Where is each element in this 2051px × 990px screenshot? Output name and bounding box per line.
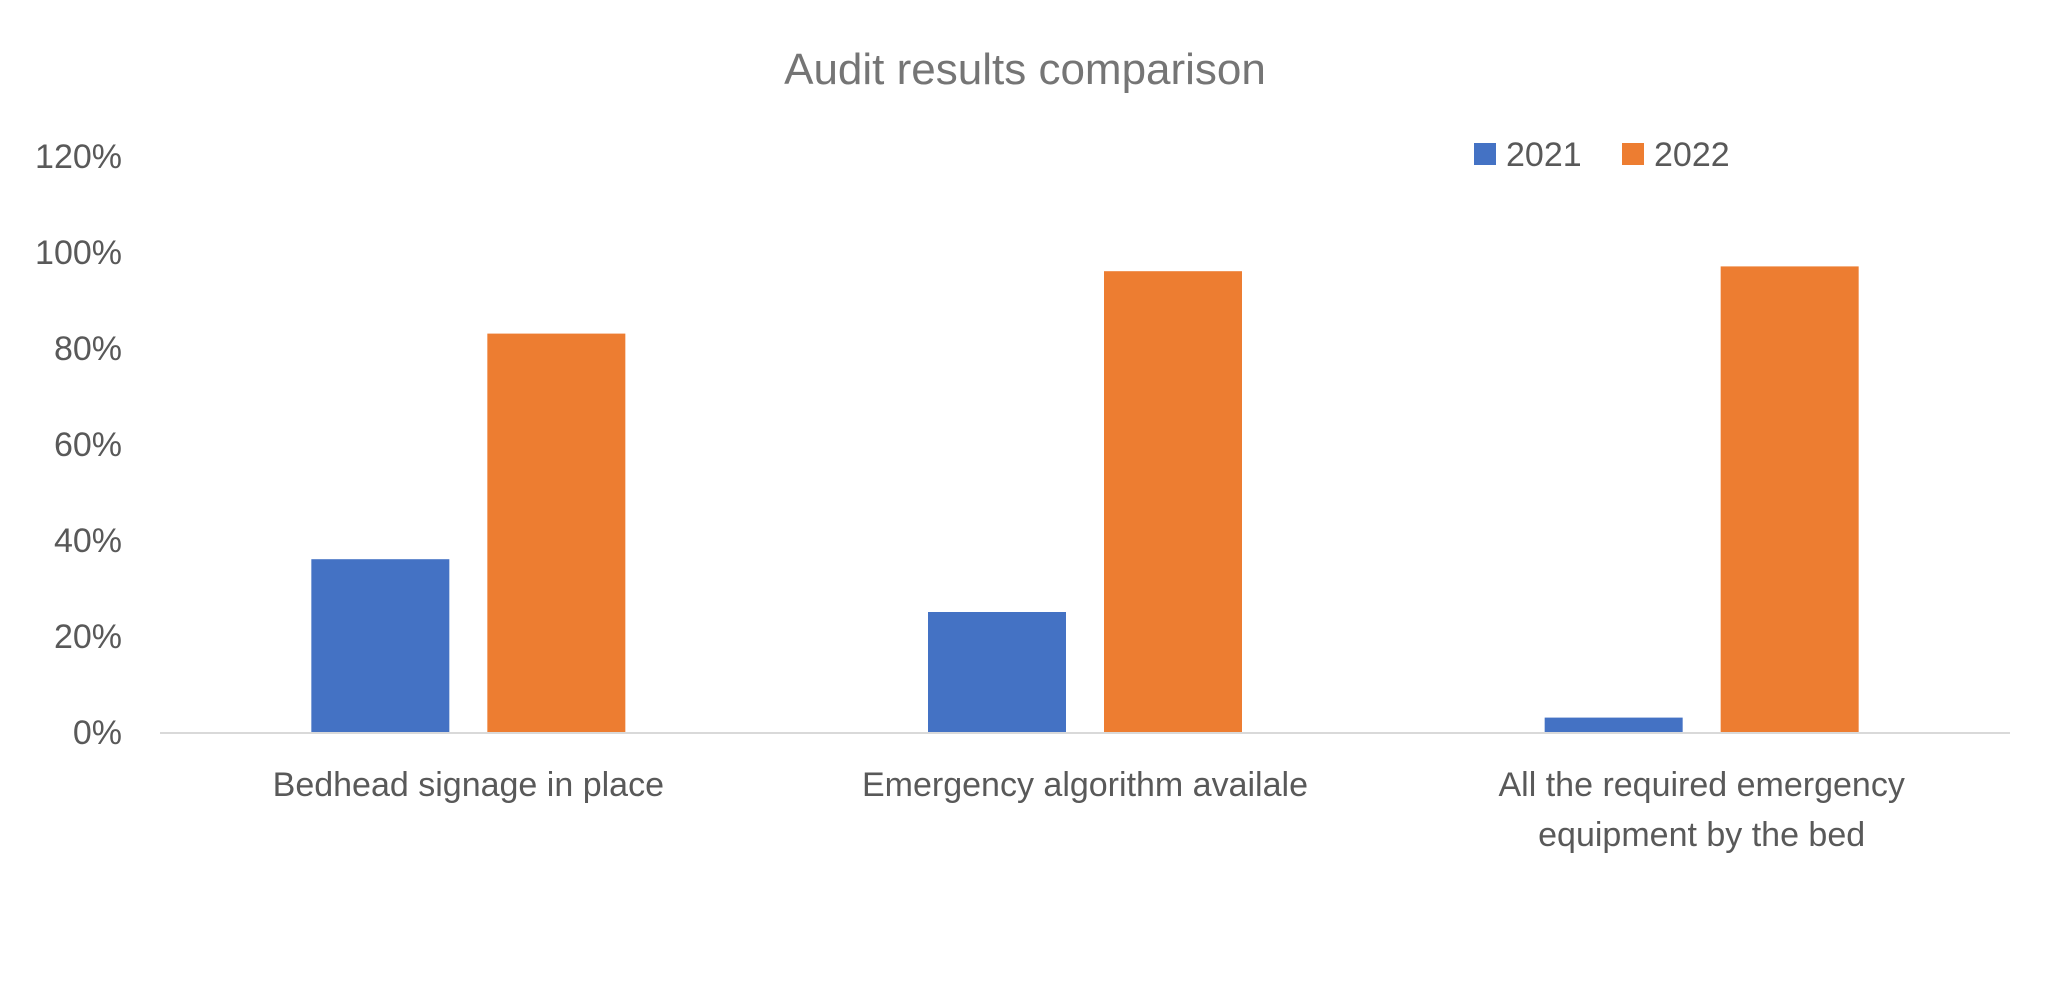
bars [311, 266, 1859, 732]
y-tick-label: 40% [54, 522, 122, 560]
bar-2022-1 [487, 333, 626, 732]
y-tick-label: 100% [35, 234, 122, 272]
bar-2022-2 [1104, 271, 1242, 732]
category-label: All the required emergency [1499, 766, 1905, 804]
bar-2021-1 [311, 559, 450, 732]
legend-swatch-2022 [1622, 143, 1644, 165]
y-tick-label: 120% [35, 138, 122, 176]
legend-swatch-2021 [1474, 143, 1496, 165]
category-label: Bedhead signage in place [273, 766, 664, 804]
bar-2021-3 [1544, 717, 1683, 732]
bar-2021-2 [928, 612, 1066, 732]
y-tick-label: 60% [54, 426, 122, 464]
category-label: equipment by the bed [1538, 816, 1865, 854]
y-tick-label: 80% [54, 330, 122, 368]
y-axis-ticks: 0% 20% 40% 60% 80% 100% 120% [35, 138, 122, 752]
y-tick-label: 20% [54, 618, 122, 656]
legend-label-2021: 2021 [1506, 136, 1582, 174]
bar-2022-3 [1720, 266, 1859, 732]
chart-title: Audit results comparison [784, 45, 1266, 94]
category-labels: Bedhead signage in place Emergency algori… [273, 766, 1905, 854]
legend: 2021 2022 [1474, 136, 1730, 174]
category-label: Emergency algorithm availale [862, 766, 1308, 804]
legend-label-2022: 2022 [1654, 136, 1730, 174]
y-tick-label: 0% [73, 714, 122, 752]
